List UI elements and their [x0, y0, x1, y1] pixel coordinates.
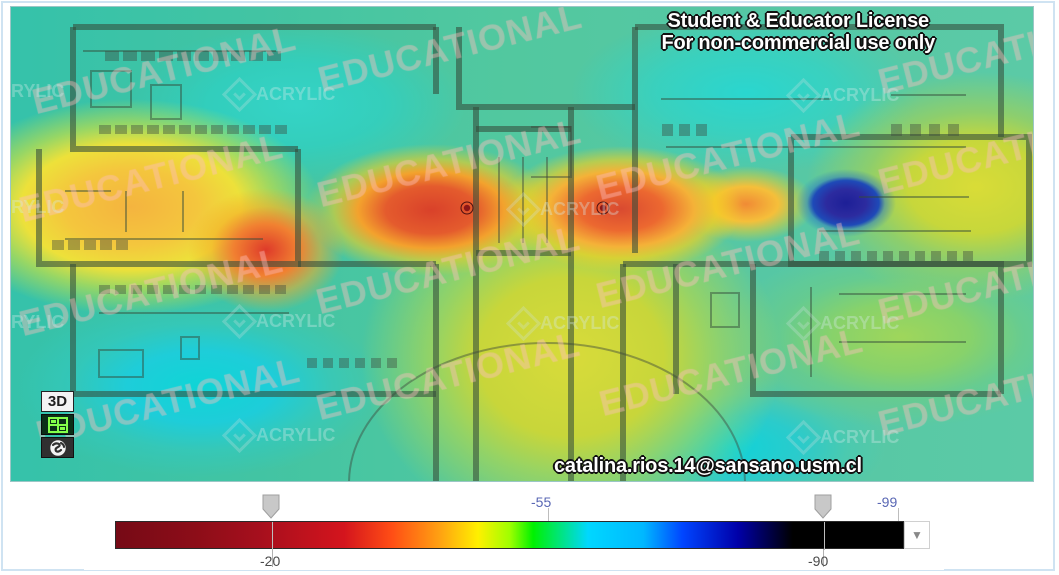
floorplan-grid-icon — [47, 416, 68, 433]
view-toolbar: 3D — [41, 391, 75, 458]
legend-label-minus-55: -55 — [531, 494, 552, 510]
legend-label-minus-99: -99 — [877, 494, 898, 510]
legend-dropdown-button[interactable]: ▼ — [904, 521, 930, 549]
legend-label-minus-90: -90 — [808, 553, 829, 569]
floorplan-overlay — [36, 24, 1032, 481]
legend-bottom-tick — [272, 549, 273, 567]
signal-range-start-handle[interactable] — [262, 494, 280, 519]
legend-top-tick — [548, 508, 549, 528]
view-3d-button[interactable]: 3D — [41, 391, 74, 412]
legend-top-tick — [898, 508, 899, 528]
chevron-down-icon: ▼ — [911, 528, 923, 542]
legend-marker-line — [824, 522, 825, 550]
legend-marker-line — [272, 522, 273, 550]
signal-range-end-handle[interactable] — [814, 494, 832, 519]
signal-gradient-bar — [115, 521, 904, 550]
signal-strength-legend: -55 -99 ▼ -20 -90 — [84, 490, 944, 570]
signal-heatmap — [11, 7, 1033, 481]
floorplan-view-button[interactable] — [41, 414, 74, 435]
legend-label-minus-20: -20 — [260, 553, 281, 569]
user-email: catalina.rios.14@sansano.usm.cl — [554, 455, 862, 477]
legend-bottom-tick — [823, 549, 824, 567]
globe-icon — [49, 439, 66, 456]
map-view-button[interactable] — [41, 437, 74, 458]
heatmap-panel[interactable]: EDUCATIONAL EDUCATIONAL EDUCATIONAL EDUC… — [10, 6, 1034, 482]
signal-color-scale: ▼ — [115, 521, 930, 550]
